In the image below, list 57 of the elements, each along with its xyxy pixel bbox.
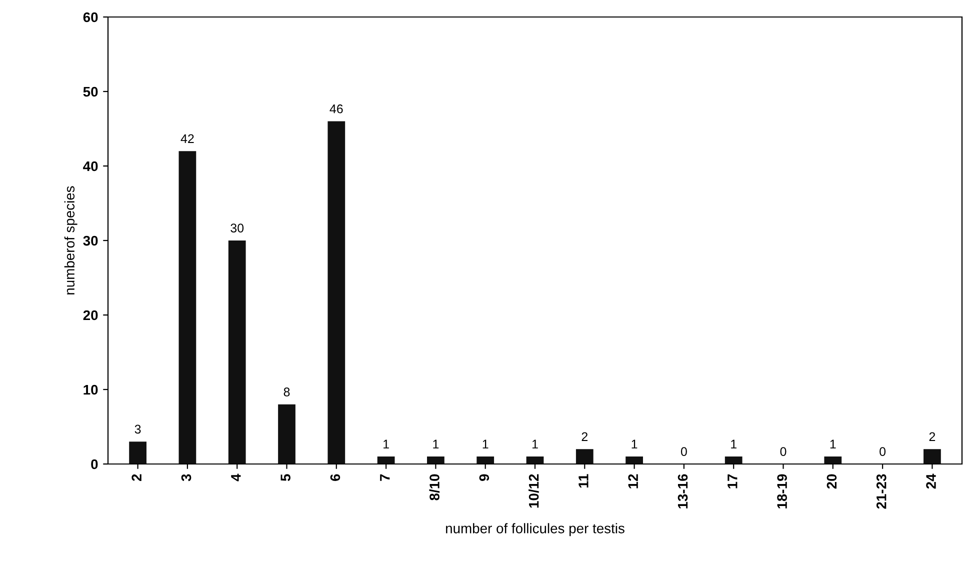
- bar: [427, 456, 444, 464]
- data-label: 42: [180, 134, 194, 143]
- y-axis-title: numberof species: [64, 186, 78, 294]
- x-tick-label: 17: [728, 474, 738, 488]
- data-label: 1: [731, 440, 736, 448]
- bar: [526, 456, 544, 464]
- data-label: 8: [284, 388, 290, 396]
- data-label: 1: [632, 440, 638, 448]
- bar: [129, 442, 146, 464]
- data-label: 0: [780, 447, 786, 456]
- x-tick-label: 9: [479, 474, 490, 481]
- x-tick-label: 12: [628, 474, 638, 488]
- y-tick-label: 30: [83, 236, 98, 246]
- x-tick-label: 11: [578, 474, 588, 488]
- data-label: 2: [582, 432, 588, 441]
- data-label: 0: [880, 447, 886, 456]
- data-label: 2: [929, 432, 936, 441]
- data-label: 1: [384, 440, 389, 448]
- x-tick-label: 10/12: [528, 474, 539, 508]
- y-tick-label: 20: [83, 310, 98, 320]
- bar: [278, 404, 296, 464]
- y-tick-label: 10: [84, 384, 98, 395]
- data-label: 30: [230, 224, 244, 232]
- bar: [228, 240, 246, 464]
- data-label: 46: [330, 104, 343, 114]
- bar: [824, 456, 842, 464]
- data-label: 0: [680, 447, 687, 456]
- bar: [724, 456, 742, 464]
- x-tick-label: 6: [330, 474, 340, 481]
- data-label: 1: [433, 440, 439, 448]
- data-label: 3: [134, 424, 141, 434]
- x-tick-label: 3: [181, 474, 192, 482]
- y-tick-label: 50: [83, 86, 98, 97]
- x-tick-label: 18-19: [777, 474, 787, 508]
- x-axis-title: number of follicules per testis: [446, 523, 624, 536]
- y-tick-label: 40: [83, 161, 98, 172]
- bar: [476, 456, 494, 464]
- x-tick-label: 8/10: [429, 474, 440, 500]
- x-tick-label: 24: [926, 474, 936, 489]
- bar: [328, 121, 346, 464]
- data-label: 1: [830, 440, 836, 448]
- x-tick-label: 21-23: [876, 474, 886, 509]
- x-tick-label: 13-16: [678, 474, 688, 508]
- x-tick-label: 2: [132, 474, 142, 481]
- bar: [178, 151, 196, 464]
- data-label: 1: [532, 440, 538, 448]
- bar: [576, 449, 594, 464]
- x-tick-label: 20: [826, 474, 837, 489]
- x-tick-label: 5: [280, 474, 290, 482]
- x-tick-label: 4: [231, 474, 241, 482]
- bar: [924, 449, 941, 464]
- y-tick-label: 60: [83, 12, 98, 22]
- bar: [377, 456, 395, 464]
- bar: [626, 456, 643, 464]
- y-tick-label: 0: [91, 459, 98, 470]
- data-label: 1: [482, 440, 488, 448]
- x-tick-label: 7: [380, 474, 390, 481]
